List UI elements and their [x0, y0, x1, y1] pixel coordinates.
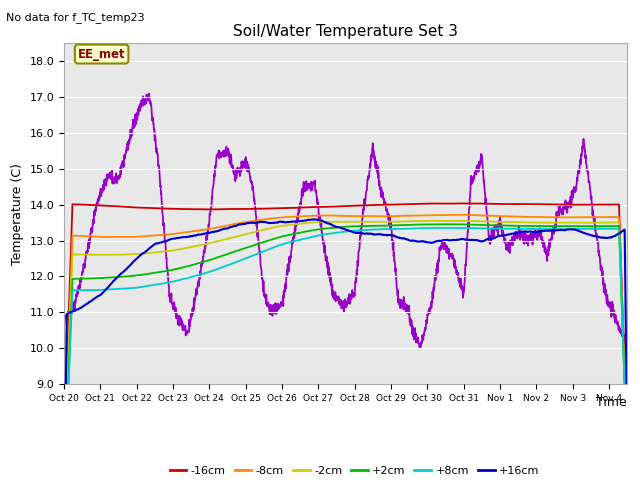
Title: Soil/Water Temperature Set 3: Soil/Water Temperature Set 3 [233, 24, 458, 39]
Text: No data for f_TC_temp23: No data for f_TC_temp23 [6, 12, 145, 23]
Text: EE_met: EE_met [78, 48, 125, 60]
Text: Time: Time [596, 396, 627, 409]
Y-axis label: Temperature (C): Temperature (C) [11, 163, 24, 264]
